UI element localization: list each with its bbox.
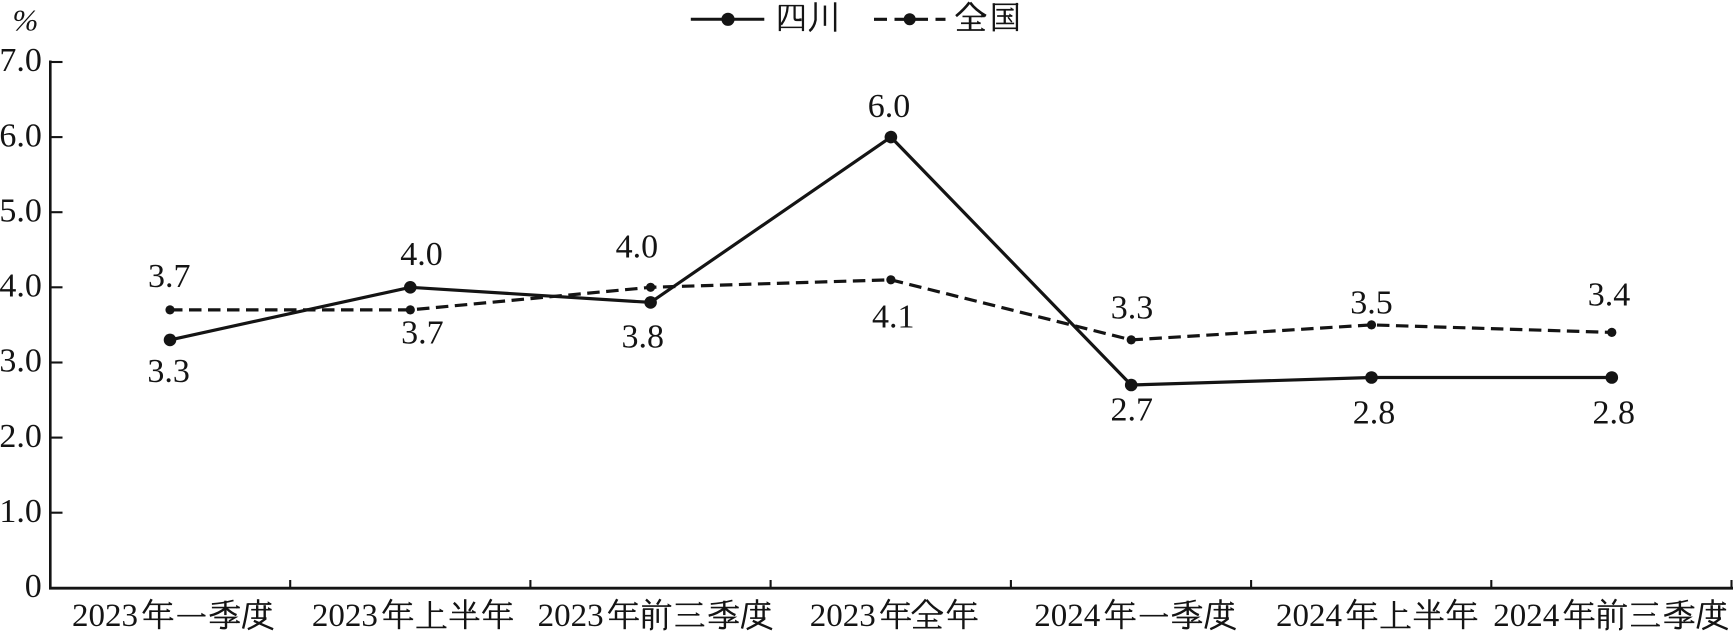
svg-text:0: 0 xyxy=(25,568,42,605)
svg-text:4.0: 4.0 xyxy=(616,229,659,266)
svg-text:7.0: 7.0 xyxy=(0,42,42,79)
svg-text:4.0: 4.0 xyxy=(400,236,443,273)
svg-text:2.0: 2.0 xyxy=(0,418,42,455)
svg-text:1.0: 1.0 xyxy=(0,493,42,530)
svg-text:3.4: 3.4 xyxy=(1588,276,1631,313)
svg-text:6.0: 6.0 xyxy=(0,117,42,154)
svg-text:3.8: 3.8 xyxy=(622,318,665,355)
svg-text:3.5: 3.5 xyxy=(1350,284,1393,321)
svg-text:2.8: 2.8 xyxy=(1353,395,1396,432)
svg-text:4.0: 4.0 xyxy=(0,268,42,305)
svg-text:3.7: 3.7 xyxy=(401,315,444,352)
svg-text:6.0: 6.0 xyxy=(868,88,911,125)
svg-text:3.3: 3.3 xyxy=(147,353,190,390)
svg-text:2023: 2023 xyxy=(312,598,378,631)
svg-text:2023: 2023 xyxy=(72,598,138,631)
svg-text:2.7: 2.7 xyxy=(1110,392,1153,429)
svg-text:2024: 2024 xyxy=(1276,598,1342,631)
svg-text:2023: 2023 xyxy=(810,598,876,631)
svg-text:5.0: 5.0 xyxy=(0,192,42,229)
svg-text:2.8: 2.8 xyxy=(1592,395,1635,432)
svg-text:3.7: 3.7 xyxy=(148,258,191,295)
svg-text:2024: 2024 xyxy=(1493,598,1559,631)
svg-text:3.3: 3.3 xyxy=(1111,290,1154,327)
svg-text:2023: 2023 xyxy=(538,598,604,631)
svg-text:%: % xyxy=(13,3,39,38)
svg-text:2024: 2024 xyxy=(1034,598,1100,631)
svg-text:4.1: 4.1 xyxy=(872,298,915,335)
svg-text:3.0: 3.0 xyxy=(0,343,42,380)
